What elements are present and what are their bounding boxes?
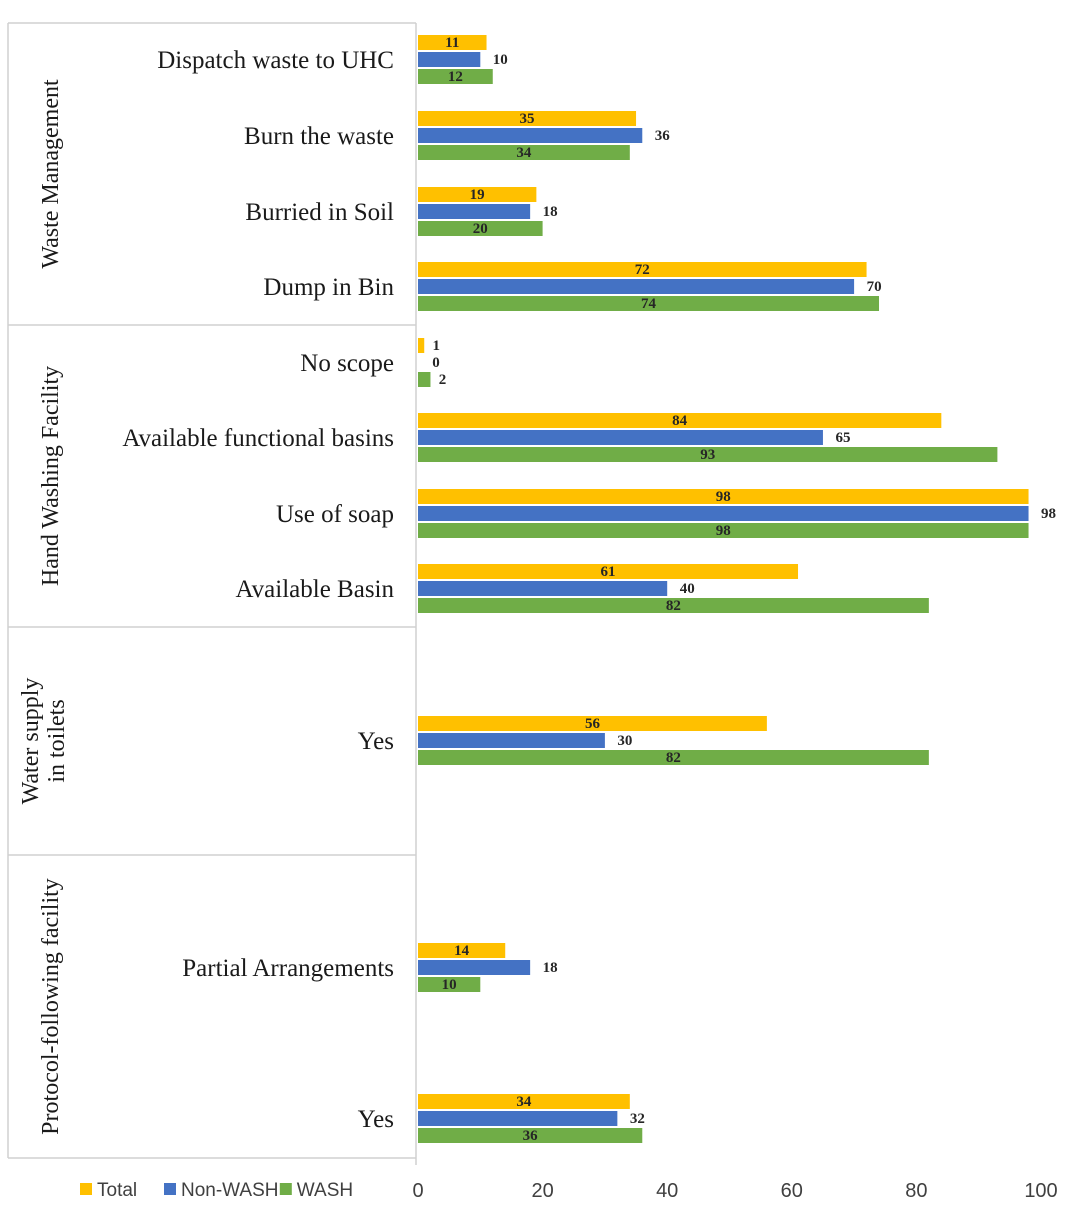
- bar-wash-yes: [418, 1128, 643, 1143]
- category-label-use-of-soap: Use of soap: [276, 501, 394, 528]
- legend-label-wash: WASH: [297, 1180, 353, 1201]
- bar-non-wash-use-of-soap: [418, 506, 1029, 521]
- bar-wash-partial-arrangements: [418, 977, 481, 992]
- bar-non-wash-burried-in-soil: [418, 204, 531, 219]
- data-label-total-dispatch-waste-to-uhc: 11: [445, 35, 459, 51]
- x-tick-label-60: 60: [781, 1180, 803, 1202]
- bar-total-yes: [418, 1094, 630, 1109]
- group-label-water-supply-in-toilets: Water supplyin toilets: [18, 678, 70, 805]
- x-tick-label-100: 100: [1024, 1180, 1057, 1202]
- data-label-wash-available-functional-basins: 93: [700, 447, 715, 463]
- category-label-burn-the-waste: Burn the waste: [244, 123, 394, 150]
- bar-non-wash-partial-arrangements: [418, 960, 531, 975]
- data-label-non-wash-dispatch-waste-to-uhc: 10: [493, 52, 508, 68]
- data-label-total-available-functional-basins: 84: [672, 413, 688, 429]
- legend-swatch-non-wash: [164, 1183, 176, 1195]
- bar-total-burried-in-soil: [418, 187, 537, 202]
- bar-wash-dump-in-bin: [418, 296, 880, 311]
- bar-total-burn-the-waste: [418, 111, 637, 126]
- group-label-hand-washing-facility: Hand Washing Facility: [38, 366, 64, 586]
- x-tick-label-20: 20: [531, 1180, 553, 1202]
- legend-swatch-total: [80, 1183, 92, 1195]
- legend-label-total: Total: [97, 1180, 137, 1201]
- bar-total-dump-in-bin: [418, 262, 867, 277]
- data-label-total-partial-arrangements: 14: [454, 943, 470, 959]
- data-label-wash-no-scope: 2: [439, 372, 447, 388]
- data-label-wash-partial-arrangements: 10: [442, 977, 457, 993]
- bar-total-dispatch-waste-to-uhc: [418, 35, 487, 50]
- data-label-wash-dump-in-bin: 74: [641, 296, 657, 312]
- bar-non-wash-yes: [418, 1111, 618, 1126]
- data-label-non-wash-yes: 30: [617, 733, 632, 749]
- bar-total-use-of-soap: [418, 489, 1029, 504]
- data-label-total-available-basin: 61: [601, 564, 616, 580]
- group-label-waste-management: Waste Management: [38, 79, 64, 269]
- data-label-wash-burn-the-waste: 34: [516, 145, 532, 161]
- bar-wash-burried-in-soil: [418, 221, 543, 236]
- data-label-total-yes: 34: [516, 1094, 532, 1110]
- data-label-wash-use-of-soap: 98: [716, 523, 731, 539]
- bar-non-wash-yes: [418, 733, 605, 748]
- group-label-line: in toilets: [44, 699, 70, 782]
- bar-non-wash-dump-in-bin: [418, 279, 855, 294]
- group-label-line: Protocol-following facility: [38, 878, 64, 1135]
- data-label-total-yes: 56: [585, 716, 601, 732]
- group-label-line: Hand Washing Facility: [38, 366, 64, 586]
- bar-wash-available-basin: [418, 598, 929, 613]
- category-label-burried-in-soil: Burried in Soil: [245, 199, 394, 226]
- bar-non-wash-available-basin: [418, 581, 668, 596]
- bar-non-wash-available-functional-basins: [418, 430, 823, 445]
- bar-total-partial-arrangements: [418, 943, 506, 958]
- data-label-wash-available-basin: 82: [666, 598, 681, 614]
- bar-total-yes: [418, 716, 767, 731]
- bar-wash-available-functional-basins: [418, 447, 998, 462]
- data-label-wash-yes: 36: [523, 1128, 539, 1144]
- x-tick-label-0: 0: [412, 1180, 423, 1202]
- data-label-non-wash-use-of-soap: 98: [1041, 506, 1056, 522]
- data-label-non-wash-available-functional-basins: 65: [835, 430, 850, 446]
- data-label-non-wash-yes: 32: [630, 1111, 645, 1127]
- category-label-partial-arrangements: Partial Arrangements: [182, 955, 394, 982]
- data-label-total-burn-the-waste: 35: [520, 111, 535, 127]
- bar-total-available-functional-basins: [418, 413, 942, 428]
- bar-wash-yes: [418, 750, 929, 765]
- data-label-wash-dispatch-waste-to-uhc: 12: [448, 69, 463, 85]
- category-label-dispatch-waste-to-uhc: Dispatch waste to UHC: [157, 47, 394, 74]
- x-tick-label-80: 80: [905, 1180, 927, 1202]
- data-label-non-wash-available-basin: 40: [680, 581, 695, 597]
- bar-total-available-basin: [418, 564, 799, 579]
- bar-wash-no-scope: [418, 372, 431, 387]
- data-label-non-wash-burn-the-waste: 36: [655, 128, 671, 144]
- data-label-total-dump-in-bin: 72: [635, 262, 650, 278]
- group-label-line: Waste Management: [38, 79, 64, 269]
- x-tick-label-40: 40: [656, 1180, 678, 1202]
- bar-non-wash-burn-the-waste: [418, 128, 643, 143]
- bar-wash-dispatch-waste-to-uhc: [418, 69, 493, 84]
- data-label-non-wash-burried-in-soil: 18: [543, 204, 558, 220]
- data-label-non-wash-dump-in-bin: 70: [867, 279, 882, 295]
- bar-wash-use-of-soap: [418, 523, 1029, 538]
- bar-total-no-scope: [418, 338, 425, 353]
- category-label-available-basin: Available Basin: [235, 576, 394, 603]
- category-label-available-functional-basins: Available functional basins: [122, 425, 394, 452]
- legend-swatch-wash: [279, 1183, 292, 1195]
- category-label-yes: Yes: [358, 1106, 394, 1133]
- data-label-total-burried-in-soil: 19: [470, 187, 485, 203]
- data-label-total-use-of-soap: 98: [716, 489, 731, 505]
- data-label-wash-burried-in-soil: 20: [473, 221, 488, 237]
- bar-wash-burn-the-waste: [418, 145, 630, 160]
- data-label-non-wash-no-scope: 0: [432, 355, 440, 371]
- data-label-total-no-scope: 1: [432, 338, 440, 354]
- group-label-line: Water supply: [18, 678, 44, 805]
- category-label-no-scope: No scope: [300, 350, 394, 377]
- category-label-yes: Yes: [358, 728, 394, 755]
- data-label-wash-yes: 82: [666, 750, 681, 766]
- bar-non-wash-dispatch-waste-to-uhc: [418, 52, 481, 67]
- group-label-protocol-following-facility: Protocol-following facility: [38, 878, 64, 1135]
- category-label-dump-in-bin: Dump in Bin: [263, 274, 394, 301]
- legend-label-non-wash: Non-WASH: [181, 1180, 278, 1201]
- data-label-non-wash-partial-arrangements: 18: [543, 960, 558, 976]
